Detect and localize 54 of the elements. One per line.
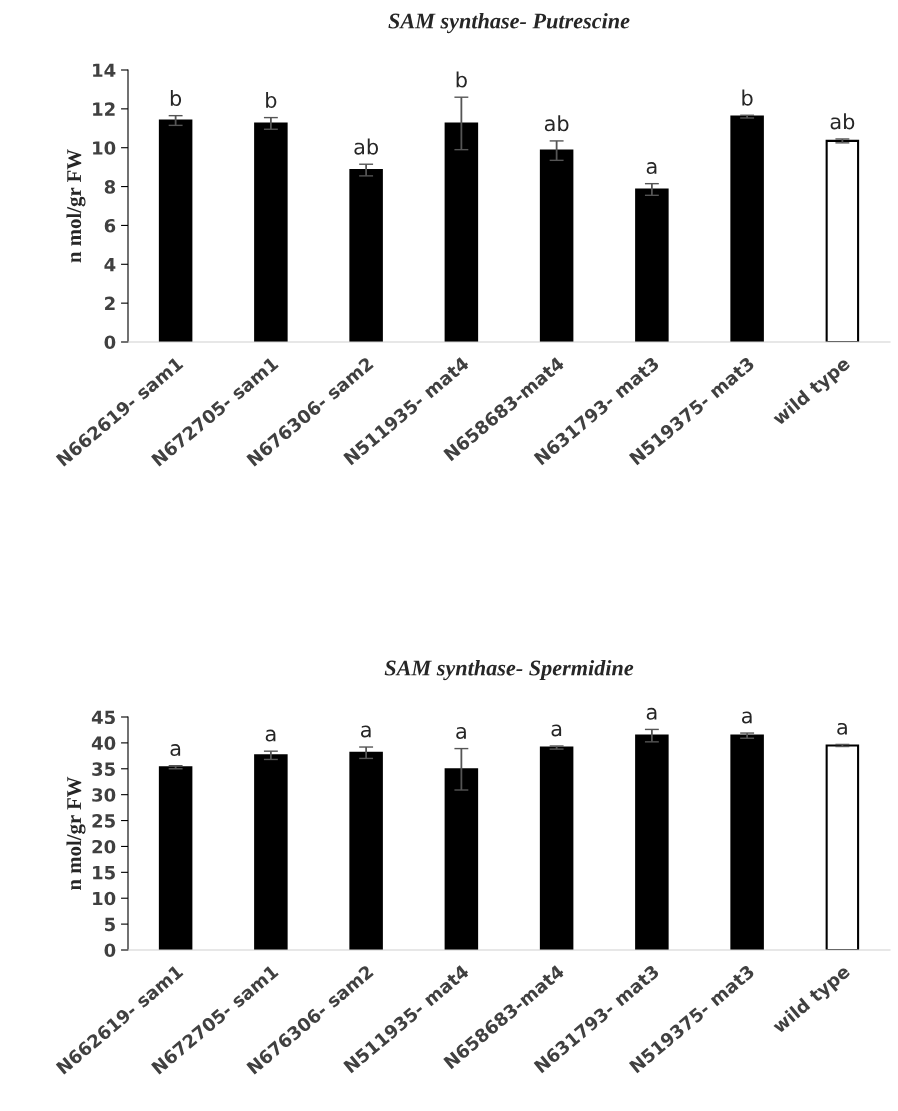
data-label: ab bbox=[830, 113, 855, 130]
y-tick-label: 30 bbox=[92, 788, 116, 802]
chart-title: SAM synthase- Spermidine bbox=[384, 659, 634, 681]
data-label: b bbox=[456, 71, 467, 88]
bar bbox=[539, 746, 574, 950]
y-tick-label: 0 bbox=[104, 943, 116, 958]
data-label: a bbox=[265, 729, 276, 742]
bar bbox=[635, 188, 669, 342]
y-axis-title: n mol/gr FW bbox=[66, 776, 86, 891]
data-label: a bbox=[360, 725, 371, 738]
bar bbox=[158, 766, 193, 950]
y-tick-label: 6 bbox=[104, 218, 116, 233]
data-label: b bbox=[742, 89, 753, 106]
data-label: ab bbox=[354, 138, 378, 155]
data-label: a bbox=[646, 707, 657, 720]
y-axis-title: n mol/gr FW bbox=[66, 149, 86, 263]
bar bbox=[254, 122, 288, 342]
bar bbox=[539, 149, 574, 342]
y-tick-label: 20 bbox=[92, 839, 116, 854]
chart-title: SAM synthase- Putrescine bbox=[388, 12, 630, 34]
data-label: a bbox=[170, 744, 181, 757]
y-tick-label: 10 bbox=[93, 891, 116, 906]
bar bbox=[349, 169, 383, 342]
bar bbox=[349, 751, 383, 950]
y-tick-label: 5 bbox=[105, 917, 115, 932]
bar bbox=[825, 139, 860, 342]
y-tick-label: 4 bbox=[104, 257, 116, 272]
data-label: a bbox=[837, 722, 847, 735]
data-label: a bbox=[456, 727, 466, 739]
y-tick-label: 35 bbox=[92, 762, 115, 776]
y-tick-label: 12 bbox=[93, 102, 115, 116]
bar bbox=[825, 744, 860, 950]
y-tick-label: 2 bbox=[105, 296, 115, 310]
bar bbox=[158, 119, 193, 342]
y-tick-label: 10 bbox=[93, 141, 116, 155]
bar bbox=[730, 115, 764, 342]
y-tick-label: 40 bbox=[91, 736, 116, 751]
data-label: a bbox=[741, 711, 752, 724]
y-tick-label: 25 bbox=[92, 814, 115, 828]
bar bbox=[444, 768, 479, 950]
y-tick-label: 15 bbox=[93, 866, 115, 880]
data-label: b bbox=[170, 89, 182, 107]
data-label: a bbox=[646, 162, 657, 175]
bar bbox=[635, 734, 669, 950]
bar bbox=[254, 754, 288, 950]
bar bbox=[730, 734, 764, 950]
data-label: b bbox=[266, 91, 277, 109]
y-tick-label: 8 bbox=[104, 180, 116, 194]
bar bbox=[444, 122, 479, 342]
y-tick-label: 45 bbox=[91, 710, 115, 725]
y-tick-label: 0 bbox=[104, 335, 116, 350]
y-tick-label: 14 bbox=[93, 63, 116, 77]
data-label: a bbox=[551, 724, 562, 737]
data-label: ab bbox=[544, 115, 569, 132]
